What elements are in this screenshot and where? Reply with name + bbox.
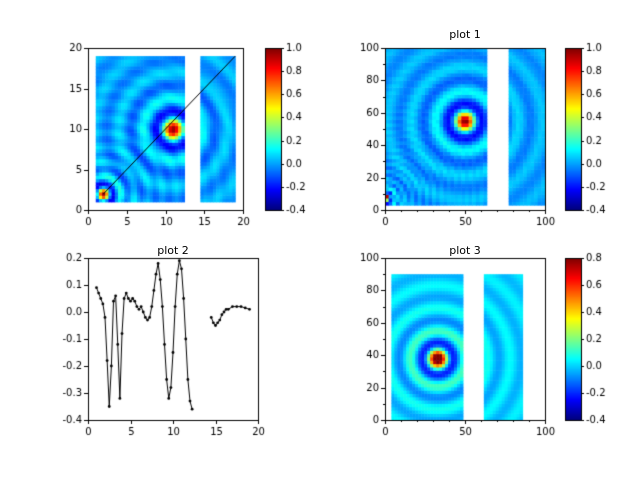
plot1-title: plot 1 [449, 28, 481, 41]
plot1-heatmap-canvas [320, 0, 640, 240]
plot3-heatmap-canvas [320, 240, 640, 480]
plot2-title: plot 2 [157, 244, 189, 257]
plot3-title: plot 3 [449, 244, 481, 257]
plot2-line-canvas [0, 240, 320, 480]
heatmap-plot-canvas [0, 0, 320, 240]
